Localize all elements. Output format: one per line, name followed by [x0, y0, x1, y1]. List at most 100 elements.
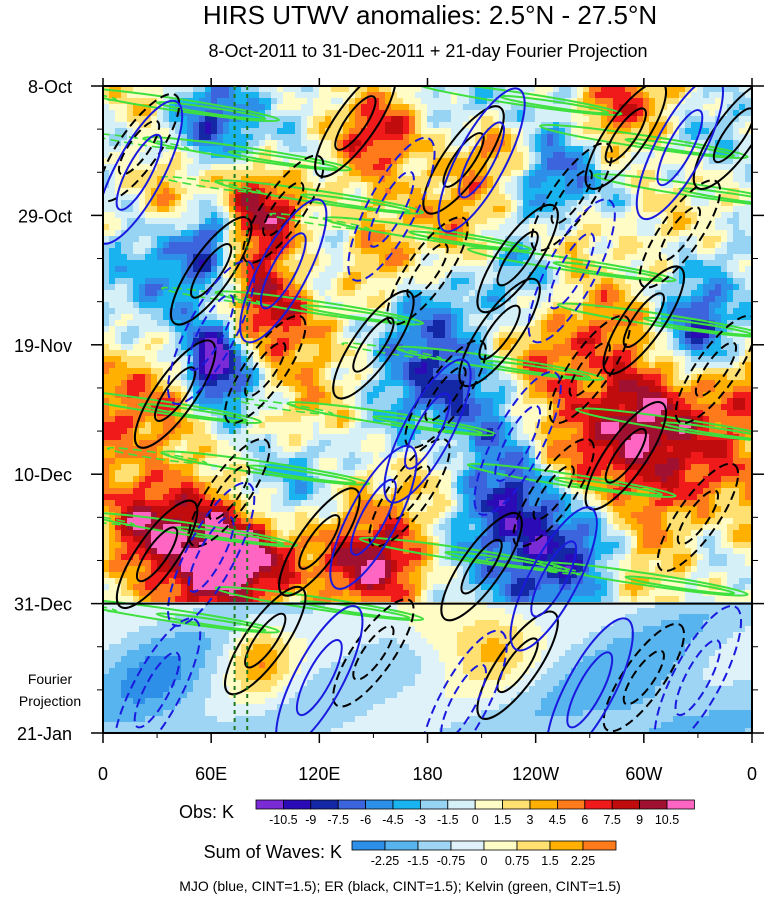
colorbar-swatch — [502, 799, 531, 810]
contour-line — [347, 136, 436, 282]
contour-line — [602, 622, 686, 733]
contour-line — [404, 392, 451, 470]
contour-line — [242, 154, 325, 264]
colorbar-swatch — [310, 799, 339, 810]
colorbar-tick-label: -4.5 — [382, 813, 404, 827]
colorbar-tick-label: 0 — [481, 854, 488, 868]
contour-line — [509, 506, 598, 652]
contour-line — [244, 612, 287, 669]
contour-line — [478, 304, 521, 361]
colorbar-tick-label: -2.25 — [371, 854, 400, 868]
contour-line — [624, 137, 736, 158]
colorbar-tick-label: -1.5 — [437, 813, 459, 827]
contour-line — [368, 170, 415, 248]
contour-line — [187, 293, 235, 371]
contour-line — [135, 526, 179, 583]
contour-line — [244, 341, 287, 398]
colorbar-swatch — [639, 799, 668, 810]
contour-line — [712, 107, 752, 164]
colorbar-swatch — [384, 840, 419, 851]
contour-line — [496, 637, 539, 694]
contour-line — [155, 612, 267, 632]
contour-line — [635, 86, 725, 221]
contour-line — [115, 499, 199, 609]
contour-line — [422, 105, 505, 215]
contour-line — [187, 438, 271, 548]
contour-line — [383, 358, 472, 504]
contour-line — [653, 605, 743, 733]
contour-line — [557, 302, 752, 338]
contour-line — [322, 216, 533, 252]
contour-line — [106, 446, 208, 465]
contour-line — [386, 216, 469, 326]
contour-line — [408, 230, 519, 250]
contour-line — [458, 121, 505, 199]
axes: 0 60E 120E 180 120W 60W 0 8-Oct 29-Oct 19-Nov 10-D… — [14, 77, 764, 784]
contour-line — [476, 610, 559, 720]
contour-line — [332, 290, 415, 400]
colorbar-swatch — [529, 799, 558, 810]
contour-line — [214, 585, 425, 622]
contour-line — [566, 651, 614, 729]
colorbar-tick-label: -10.5 — [269, 813, 298, 827]
contour-line — [117, 119, 161, 176]
wave-contours — [103, 86, 752, 733]
contour-line — [214, 179, 425, 215]
contour-line — [602, 265, 686, 375]
contour-line — [656, 462, 740, 572]
colorbar-swatch — [282, 799, 312, 810]
contour-line — [674, 639, 722, 717]
contour-line — [473, 370, 562, 516]
projection-label: Fourier — [28, 671, 73, 687]
contour-line — [575, 407, 752, 443]
colorbar-swatch — [474, 799, 504, 810]
contour-line — [187, 515, 235, 593]
colorbar-swatch — [666, 799, 695, 810]
x-tick-label: 180 — [412, 764, 442, 784]
contour-line — [103, 99, 184, 245]
contour-line — [103, 132, 190, 151]
contour-line — [169, 216, 253, 326]
x-tick-label: 60W — [625, 764, 662, 784]
contour-line — [167, 481, 256, 627]
colorbar-swatch — [549, 840, 584, 851]
contour-line — [656, 109, 704, 187]
contour-line — [224, 585, 307, 696]
contour-line — [103, 512, 298, 548]
contour-line — [388, 464, 431, 521]
contour-line — [227, 150, 339, 170]
contour-line — [440, 663, 487, 733]
colorbar-swatch — [365, 799, 394, 810]
colorbar-swatch — [351, 840, 386, 851]
contour-line — [550, 169, 593, 225]
colorbar-label: Obs: K — [179, 802, 234, 822]
y-tick-label: 21-Jan — [17, 724, 72, 744]
x-tick-label: 0 — [747, 764, 757, 784]
contour-line — [527, 198, 616, 344]
colorbar-label: Sum of Waves: K — [204, 842, 342, 862]
contour-line — [424, 366, 467, 422]
obs-colorbar: Obs: K -10.5 -9 -7.5 -6 -4.5 -3 -1.5 0 1.5 3 4.5 6 7.… — [179, 799, 695, 827]
contour-line — [674, 314, 752, 425]
contour-line — [458, 277, 541, 388]
colorbar-tick-label: 4.5 — [549, 813, 566, 827]
projection-label: Projection — [19, 693, 81, 709]
contour-line — [112, 617, 202, 733]
contour-line — [494, 404, 542, 482]
contour-line — [299, 193, 411, 213]
contour-line — [678, 187, 752, 207]
contour-line — [350, 478, 397, 556]
contour-line — [692, 86, 752, 190]
contour-line — [552, 261, 664, 281]
contour-line — [262, 181, 305, 238]
contour-line — [548, 314, 631, 425]
waves-colorbar: Sum of Waves: K -2.25 -1.5 -0.75 0 0.75 1.5 2.2… — [204, 840, 617, 868]
chart-title: HIRS UTWV anomalies: 2.5°N - 27.5°N — [203, 0, 657, 30]
contour-line — [269, 212, 370, 231]
colorbar-tick-label: 1.5 — [541, 854, 558, 868]
contour-line — [295, 639, 343, 717]
contour-line — [278, 487, 361, 597]
contour-line — [437, 87, 526, 233]
colorbar-swatch — [611, 799, 641, 810]
contour-line — [160, 450, 371, 486]
